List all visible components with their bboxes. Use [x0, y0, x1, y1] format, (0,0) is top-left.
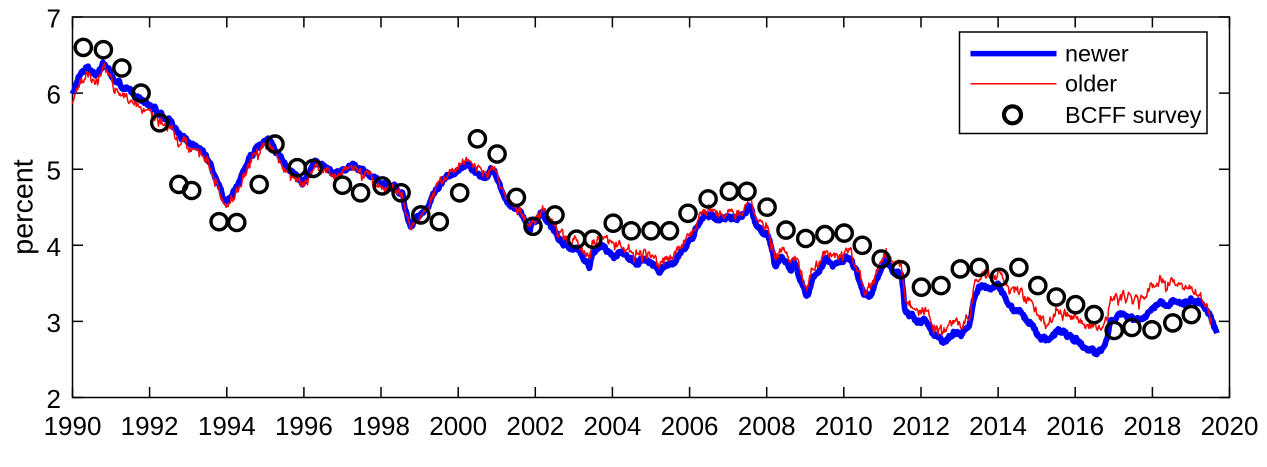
- svg-text:2006: 2006: [661, 411, 719, 441]
- svg-text:7: 7: [47, 4, 61, 34]
- svg-text:percent: percent: [8, 159, 40, 254]
- svg-text:2016: 2016: [1046, 411, 1104, 441]
- svg-text:2000: 2000: [429, 411, 487, 441]
- svg-text:2: 2: [47, 384, 61, 414]
- svg-text:2014: 2014: [969, 411, 1027, 441]
- svg-text:2010: 2010: [815, 411, 873, 441]
- svg-text:BCFF survey: BCFF survey: [1065, 102, 1202, 128]
- svg-text:2002: 2002: [506, 411, 564, 441]
- svg-text:2008: 2008: [738, 411, 796, 441]
- svg-text:1990: 1990: [44, 411, 102, 441]
- svg-text:3: 3: [47, 308, 61, 338]
- svg-text:2012: 2012: [892, 411, 950, 441]
- svg-text:1996: 1996: [275, 411, 333, 441]
- svg-text:2018: 2018: [1123, 411, 1181, 441]
- svg-text:4: 4: [47, 232, 61, 262]
- svg-text:1998: 1998: [352, 411, 410, 441]
- svg-text:5: 5: [47, 156, 61, 186]
- svg-text:1992: 1992: [121, 411, 179, 441]
- svg-text:older: older: [1065, 71, 1117, 97]
- svg-text:2004: 2004: [583, 411, 641, 441]
- svg-text:2020: 2020: [1201, 411, 1259, 441]
- svg-text:newer: newer: [1065, 41, 1129, 67]
- svg-text:6: 6: [47, 80, 61, 110]
- svg-text:1994: 1994: [198, 411, 256, 441]
